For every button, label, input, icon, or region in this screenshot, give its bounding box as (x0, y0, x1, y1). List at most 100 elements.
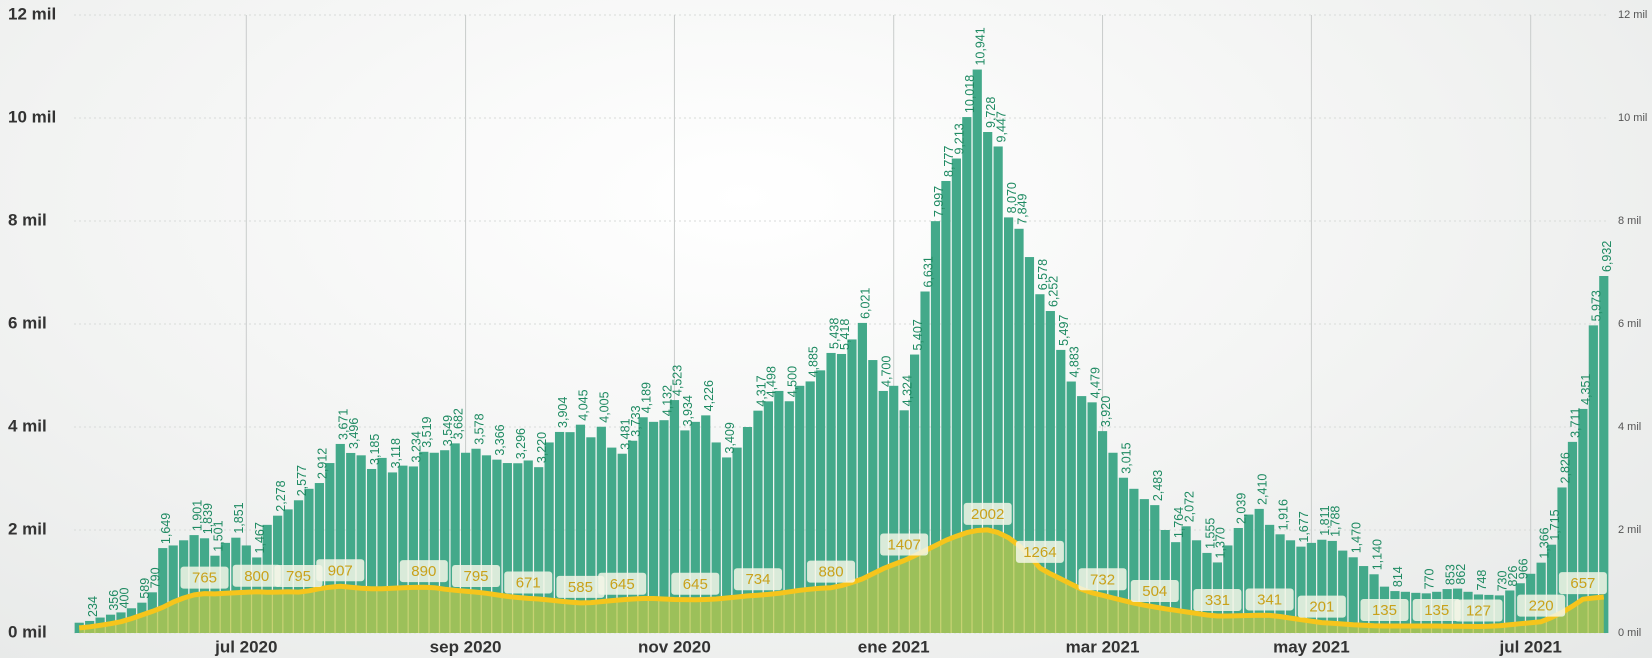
bar (1129, 488, 1139, 633)
bar (753, 410, 763, 633)
bar-value-label: 5,438 (827, 318, 841, 349)
line-label-box (399, 560, 448, 583)
bar-value-label: 730 (1496, 571, 1510, 592)
bar-value-label: 2,912 (316, 448, 330, 479)
line-value-label: 800 (244, 568, 269, 585)
bar (586, 437, 596, 633)
bar-value-label: 234 (86, 596, 100, 617)
bar (993, 146, 1003, 634)
line-label-box (504, 571, 553, 594)
bar-value-label: 1,916 (1276, 499, 1290, 530)
bar-value-label: 5,497 (1057, 315, 1071, 346)
bar (565, 432, 575, 633)
bar-value-label: 2,826 (1558, 452, 1572, 483)
line-value-label: 1407 (887, 537, 920, 554)
bar (972, 69, 982, 633)
bar-value-label: 7,849 (1015, 193, 1029, 224)
line-value-label: 341 (1257, 591, 1282, 608)
bar (1588, 325, 1598, 633)
line-value-label: 1264 (1023, 544, 1056, 561)
bar-value-label: 4,479 (1088, 367, 1102, 398)
bar-value-label: 10,941 (974, 27, 988, 65)
bar-value-label: 5,418 (838, 319, 852, 350)
bar-value-label: 2,072 (1182, 491, 1196, 522)
line-value-label: 907 (328, 562, 353, 579)
bar-value-label: 2,039 (1235, 493, 1249, 524)
line (78, 527, 1605, 631)
bar (910, 354, 920, 633)
bar (1181, 526, 1191, 633)
line-label-box (1245, 588, 1294, 611)
line-label-box (1412, 599, 1461, 622)
line-value-label: 201 (1309, 599, 1334, 616)
bar (1233, 527, 1243, 633)
line-label-box (1130, 580, 1179, 603)
bar-value-label: 7,997 (932, 186, 946, 217)
line-value-label: 2002 (971, 506, 1004, 523)
bar-value-label: 1,555 (1203, 518, 1217, 549)
bar (168, 545, 178, 633)
bar-value-label: 1,715 (1548, 509, 1562, 540)
bar-value-label: 5,973 (1590, 290, 1604, 321)
line-value-label: 657 (1570, 575, 1595, 592)
line-label-box (274, 565, 323, 588)
bar (1097, 431, 1108, 633)
bars (74, 69, 1609, 634)
bar (638, 417, 648, 633)
bar-value-label: 1,851 (232, 502, 246, 533)
bar-value-label: 3,733 (629, 405, 643, 436)
line-label-box (963, 502, 1012, 525)
bar (690, 421, 700, 633)
bar-value-label: 4,226 (702, 380, 716, 411)
line-label-box (180, 566, 229, 589)
bar (1327, 540, 1337, 633)
bar-value-label: 1,901 (190, 500, 204, 531)
bar (1296, 546, 1306, 633)
line-label-box (1297, 595, 1346, 618)
bar (732, 447, 742, 633)
bar (471, 448, 481, 633)
bar (1014, 228, 1024, 634)
bar-value-label: 3,920 (1099, 396, 1113, 427)
bar (669, 400, 680, 633)
bar-value-label: 966 (1517, 558, 1531, 579)
bar (680, 430, 690, 633)
bar (325, 463, 335, 633)
bar-value-label: 3,496 (347, 418, 361, 449)
bar-value-label: 2,278 (274, 480, 288, 511)
bar-value-label: 2,577 (295, 465, 309, 496)
bar-value-label: 9,447 (994, 111, 1008, 142)
line-label-box (1360, 599, 1409, 622)
bar-value-label: 4,005 (598, 391, 612, 422)
bar (1139, 499, 1149, 633)
bar (450, 443, 460, 633)
bar-value-label: 3,934 (681, 395, 695, 426)
bar-value-label: 4,317 (754, 375, 768, 406)
bar (648, 421, 659, 633)
bar-value-label: 3,682 (451, 408, 465, 439)
line-label-box (1015, 540, 1064, 563)
bar (607, 447, 617, 633)
bar-value-label: 1,370 (1214, 527, 1228, 558)
bar-value-label: 6,021 (859, 288, 873, 319)
line-value-label: 880 (819, 564, 844, 581)
line-value-label: 734 (745, 571, 770, 588)
bar (784, 401, 794, 633)
bar-value-label: 4,189 (639, 382, 653, 413)
bar-value-label: 3,549 (441, 415, 455, 446)
bar-value-label: 9,213 (953, 123, 967, 154)
bar-value-label: 3,118 (389, 438, 403, 468)
bar (795, 385, 805, 633)
bar (899, 410, 909, 633)
bar-value-label: 4,523 (671, 365, 685, 396)
bar (1265, 524, 1275, 633)
bar-value-label: 1,839 (201, 503, 215, 534)
bar-value-label: 3,296 (514, 428, 528, 459)
bar (701, 415, 711, 633)
x-tick-label: ene 2021 (858, 637, 930, 656)
bar (335, 443, 345, 633)
bar-value-label: 4,132 (660, 385, 674, 416)
bar (711, 442, 721, 633)
bar (816, 370, 826, 633)
